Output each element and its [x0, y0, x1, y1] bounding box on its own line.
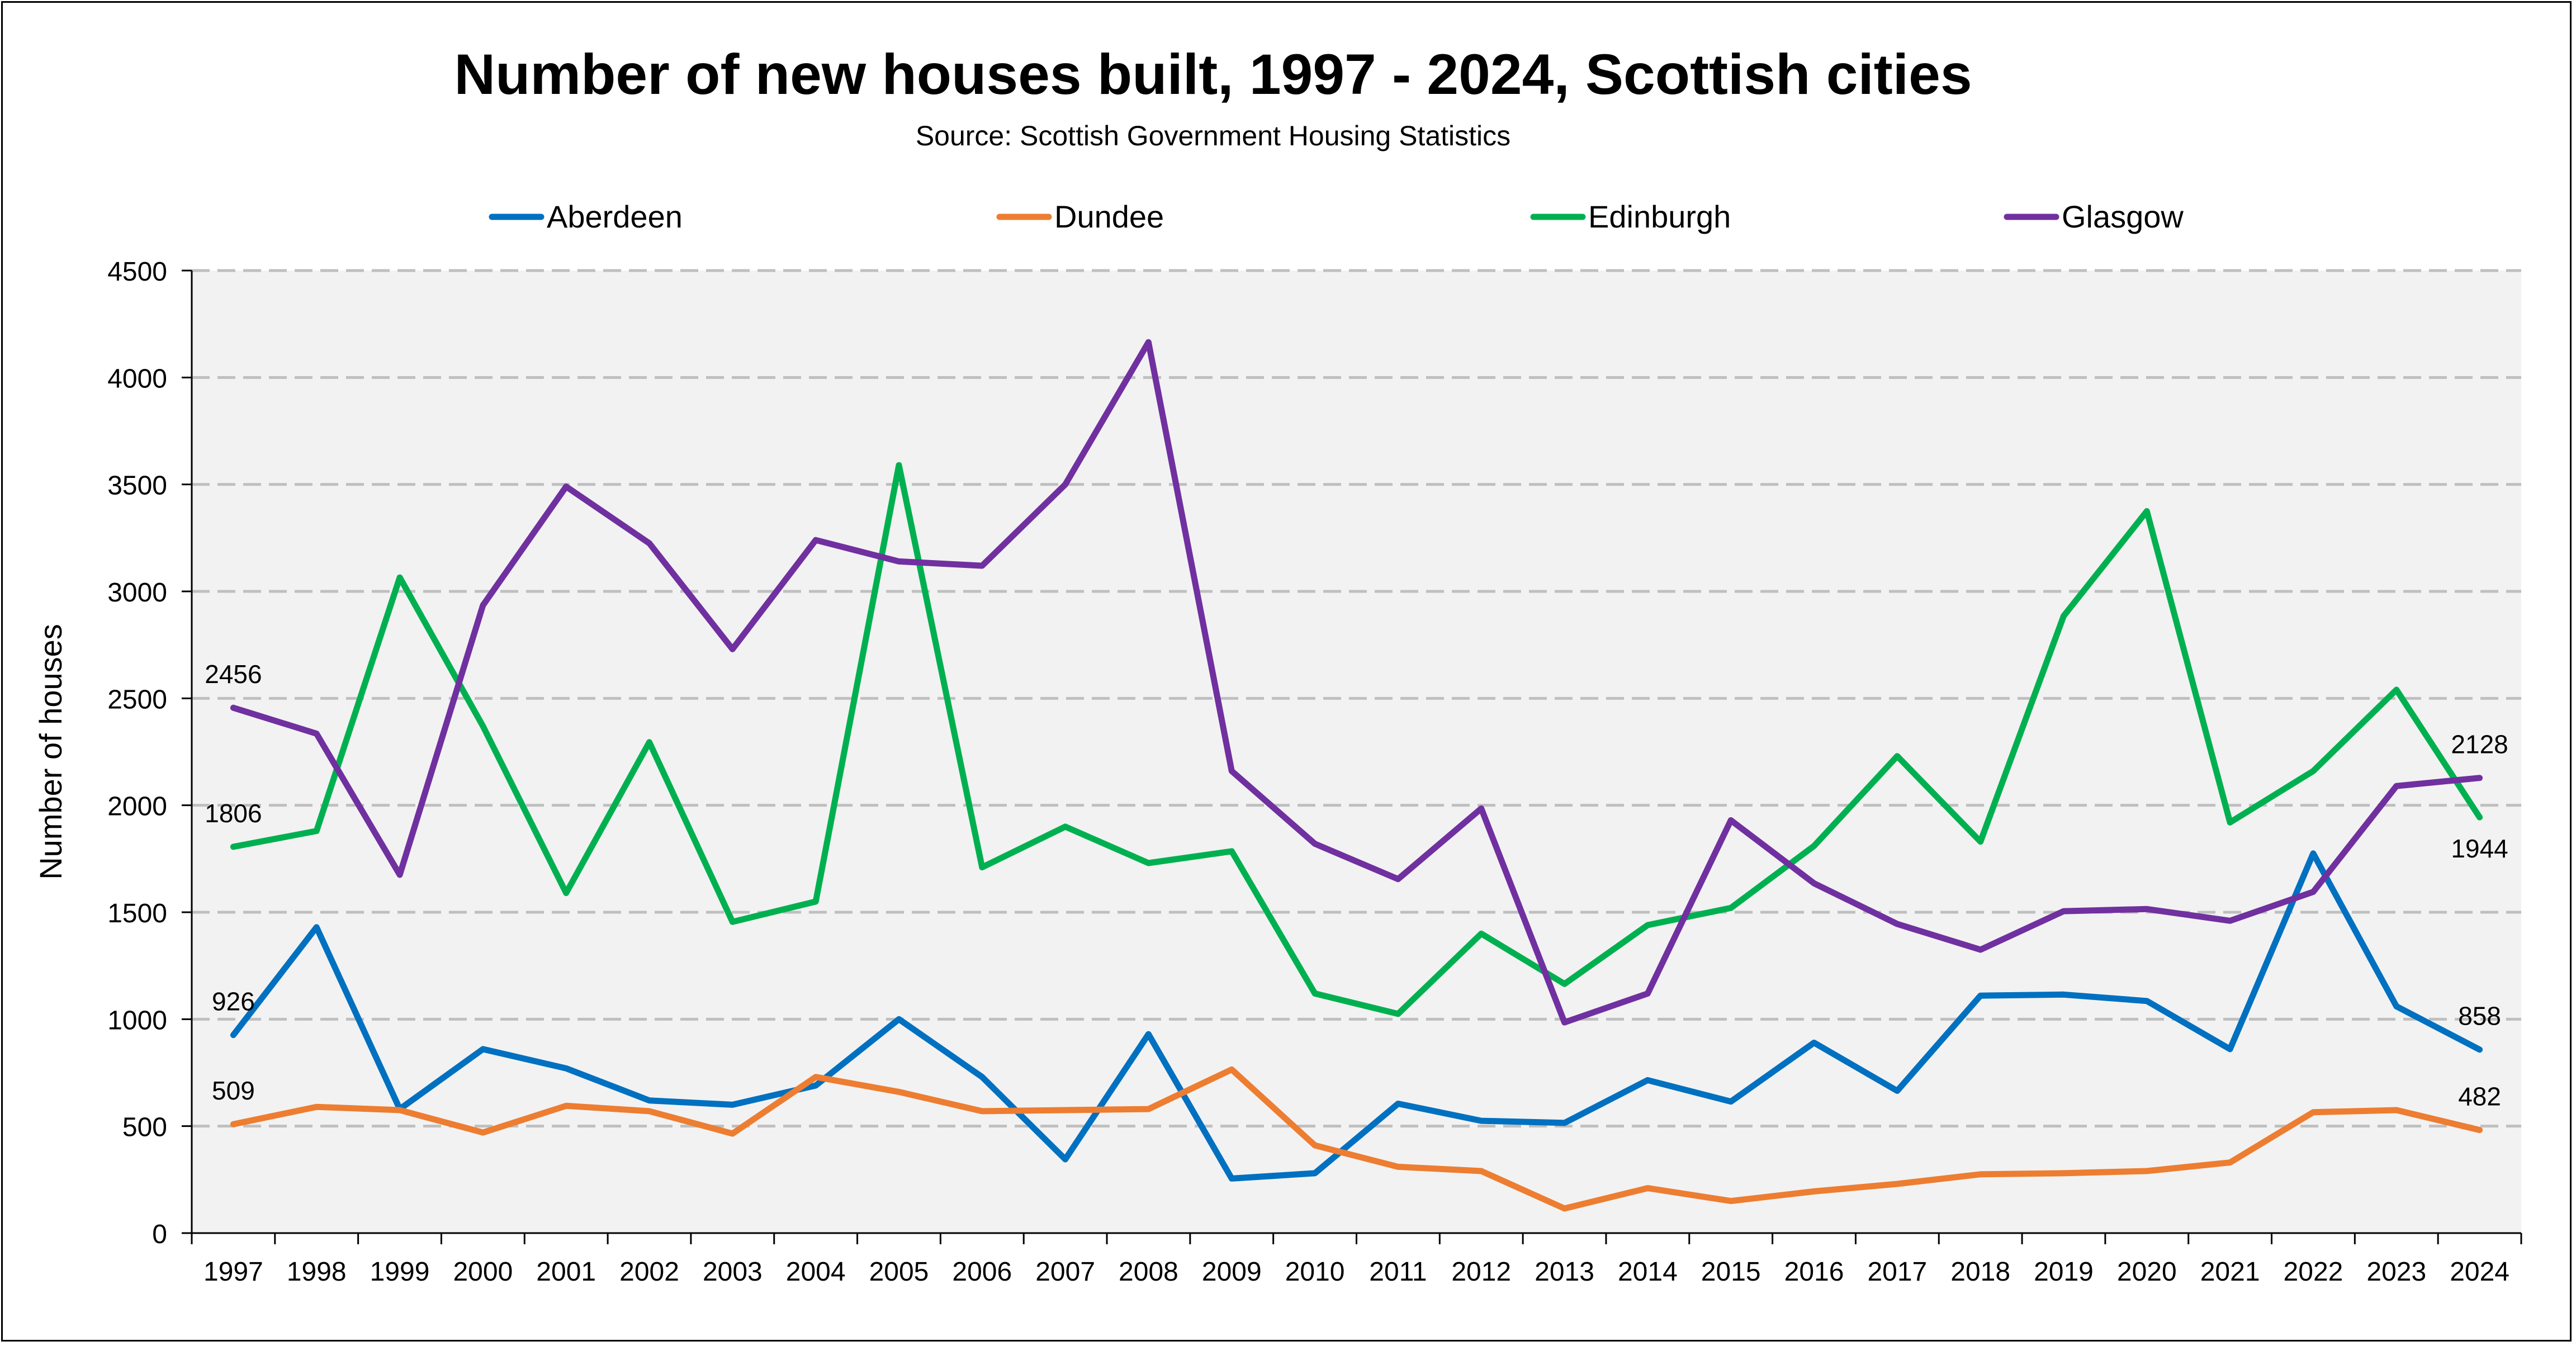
legend-label: Edinburgh	[1588, 199, 1731, 234]
y-tick-label: 1000	[107, 1006, 167, 1035]
data-labels: 926 858 509 482 1806 1944 2456 2128	[205, 660, 2508, 1111]
legend-label: Dundee	[1054, 199, 1164, 234]
x-tick-label: 2024	[2450, 1257, 2509, 1287]
x-tick-label: 1998	[287, 1257, 347, 1287]
y-tick-label: 1500	[107, 899, 167, 928]
data-label-aberdeen: 858	[2458, 1002, 2501, 1031]
data-label-edinburgh: 1944	[2451, 834, 2508, 863]
x-tick-label: 2016	[1784, 1257, 1844, 1287]
y-axis-ticks: 0 500 1000 1500 2000 2500 3000 3500 4000 4500	[107, 257, 192, 1249]
data-label-glasgow: 2456	[205, 660, 262, 689]
data-label-edinburgh: 1806	[205, 799, 262, 828]
series-line-aberdeen	[230, 850, 2483, 1182]
x-tick-label: 2020	[2117, 1257, 2177, 1287]
x-tick-label: 2014	[1618, 1257, 1678, 1287]
y-tick-label: 4000	[107, 364, 167, 394]
x-tick-label: 2001	[536, 1257, 596, 1287]
x-tick-label: 1997	[203, 1257, 263, 1287]
x-tick-label: 2010	[1285, 1257, 1345, 1287]
x-tick-label: 2023	[2366, 1257, 2426, 1287]
y-tick-label: 3000	[107, 578, 167, 608]
y-tick-label: 500	[122, 1113, 167, 1143]
plot-area	[192, 271, 2521, 1233]
series-line-dundee	[230, 1066, 2483, 1212]
x-tick-label: 2012	[1451, 1257, 1511, 1287]
legend: Aberdeen Dundee Edinburgh Glasgow	[489, 199, 2184, 234]
x-tick-label: 2008	[1119, 1257, 1178, 1287]
legend-label: Glasgow	[2062, 199, 2184, 234]
series-lines	[230, 339, 2483, 1212]
data-label-dundee: 509	[212, 1076, 255, 1105]
series-line-glasgow	[230, 339, 2483, 1026]
data-label-aberdeen: 926	[212, 987, 255, 1016]
x-tick-label: 1999	[370, 1257, 430, 1287]
y-tick-label: 4500	[107, 257, 167, 287]
x-tick-label: 2004	[786, 1257, 846, 1287]
legend-item-dundee: Dundee	[996, 199, 1164, 234]
x-tick-label: 2019	[2034, 1257, 2094, 1287]
data-label-dundee: 482	[2458, 1082, 2501, 1111]
x-tick-label: 2000	[453, 1257, 513, 1287]
y-tick-label: 2000	[107, 792, 167, 822]
x-axis-ticks: 1997 1998 1999 2000 2001 2002 2003 2004 2005 2006…	[191, 1233, 2522, 1287]
x-tick-label: 2018	[1950, 1257, 2010, 1287]
x-tick-label: 2003	[703, 1257, 763, 1287]
chart-title: Number of new houses built, 1997 - 2024,…	[454, 42, 1972, 106]
x-tick-label: 2009	[1202, 1257, 1262, 1287]
y-tick-label: 2500	[107, 685, 167, 714]
chart-subtitle: Source: Scottish Government Housing Stat…	[916, 120, 1510, 151]
y-tick-label: 0	[152, 1220, 167, 1249]
x-tick-label: 2007	[1035, 1257, 1095, 1287]
legend-item-aberdeen: Aberdeen	[489, 199, 683, 234]
y-axis-label: Number of houses	[33, 624, 68, 880]
x-tick-label: 2013	[1535, 1257, 1594, 1287]
y-tick-label: 3500	[107, 471, 167, 501]
data-label-glasgow: 2128	[2451, 730, 2508, 759]
x-tick-label: 2002	[619, 1257, 679, 1287]
x-tick-label: 2005	[869, 1257, 929, 1287]
legend-item-glasgow: Glasgow	[2004, 199, 2184, 234]
legend-item-edinburgh: Edinburgh	[1530, 199, 1731, 234]
series-line-edinburgh	[230, 462, 2483, 1017]
x-tick-label: 2011	[1369, 1257, 1427, 1287]
x-tick-label: 2022	[2284, 1257, 2343, 1287]
x-tick-label: 2017	[1867, 1257, 1927, 1287]
x-tick-label: 2021	[2200, 1257, 2260, 1287]
x-tick-label: 2015	[1701, 1257, 1761, 1287]
x-tick-label: 2006	[952, 1257, 1012, 1287]
legend-label: Aberdeen	[547, 199, 683, 234]
